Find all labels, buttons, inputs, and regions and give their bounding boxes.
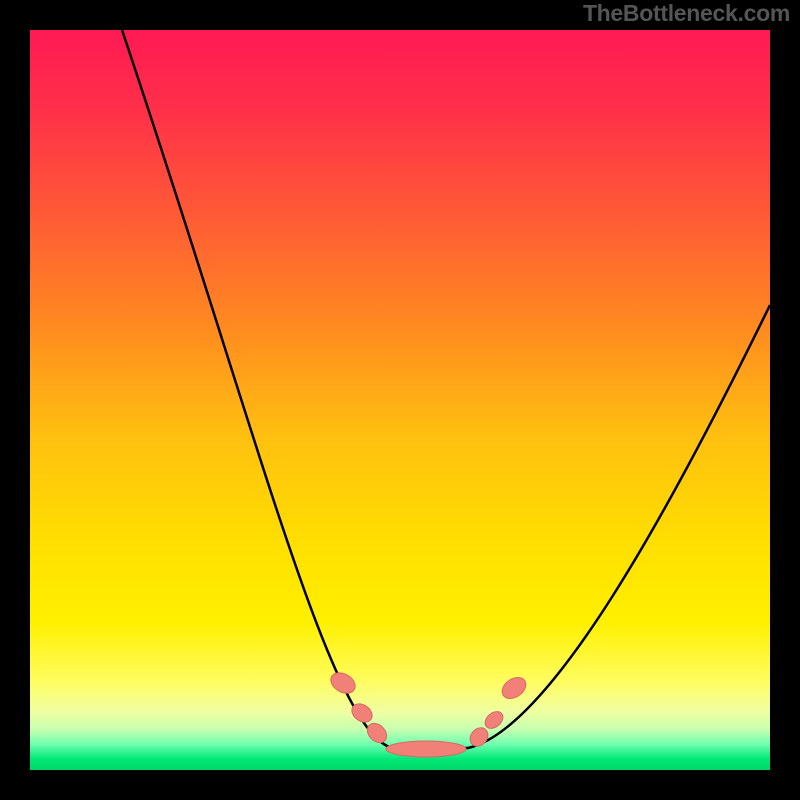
gradient-background — [30, 30, 770, 770]
chart-frame: TheBottleneck.com — [0, 0, 800, 800]
watermark-text: TheBottleneck.com — [583, 0, 790, 27]
bottleneck-curve-chart — [0, 0, 800, 800]
marker-point — [386, 741, 466, 757]
